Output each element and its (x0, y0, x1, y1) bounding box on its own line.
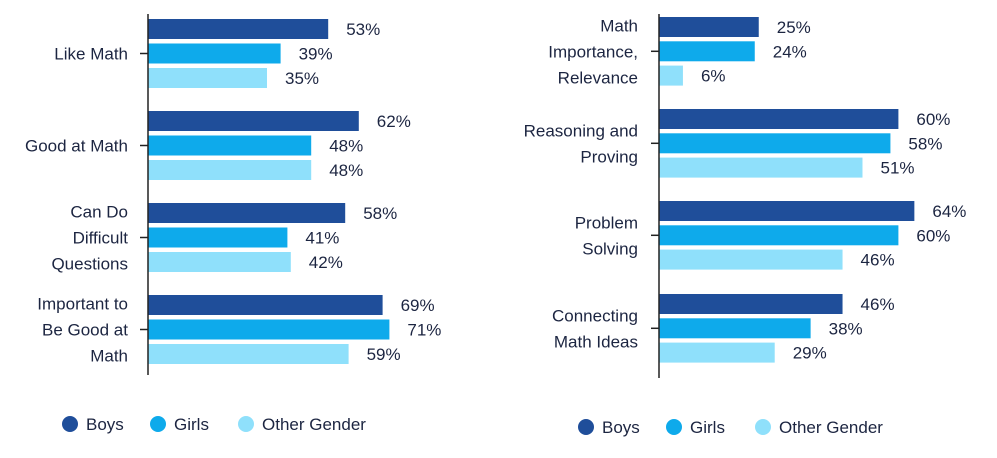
category-label-line: Questions (51, 255, 128, 274)
category-label-line: Be Good at (42, 321, 128, 340)
category-label-line: Important to (37, 295, 128, 314)
category-label-line: Like Math (54, 45, 128, 64)
bar-boys-like-math (148, 19, 329, 39)
bar-girls-math-importance-relevance (659, 41, 755, 62)
legend-label-other-gender: Other Gender (779, 418, 883, 437)
category-label-line: Math Ideas (554, 332, 638, 351)
bar-other-gender-important-to-be-good-at-math (148, 344, 349, 364)
category-label-line: Relevance (558, 68, 638, 87)
value-label-boys-like-math: 53% (346, 20, 380, 39)
legend-label-girls: Girls (174, 415, 209, 434)
value-label-other-gender-can-do-difficult-questions: 42% (309, 253, 343, 272)
bar-other-gender-connecting-math-ideas (659, 342, 775, 363)
legend-swatch-other-gender (755, 419, 771, 435)
legend-label-other-gender: Other Gender (262, 415, 366, 434)
category-label-line: Good at Math (25, 137, 128, 156)
category-label-can-do-difficult-questions: Can Do Difficult Questions (51, 203, 128, 274)
value-label-other-gender-good-at-math: 48% (329, 161, 363, 180)
category-label-line: Difficult (73, 229, 129, 248)
category-label-line: Problem (575, 213, 638, 232)
category-label-line: Math (600, 16, 638, 35)
bar-other-gender-problem-solving (659, 249, 843, 270)
bar-other-gender-reasoning-and-proving (659, 157, 863, 178)
value-label-other-gender-like-math: 35% (285, 69, 319, 88)
bar-boys-connecting-math-ideas (659, 294, 843, 314)
legend-swatch-girls (150, 416, 166, 432)
value-label-other-gender-math-importance-relevance: 6% (701, 67, 726, 86)
legend-swatch-other-gender (238, 416, 254, 432)
bar-boys-reasoning-and-proving (659, 109, 899, 129)
category-label-connecting-math-ideas: Connecting Math Ideas (552, 306, 638, 351)
bar-boys-math-importance-relevance (659, 17, 759, 37)
category-label-math-importance-relevance: Math Importance, Relevance (548, 16, 638, 87)
bar-boys-problem-solving (659, 201, 915, 221)
chart-student-attitudes: 53% 39% 35% Like Math 62% 48% 48% Good at Math 5… (25, 14, 441, 434)
value-label-girls-math-importance-relevance: 24% (773, 42, 807, 61)
bar-girls-like-math (148, 43, 281, 64)
category-label-line: Importance, (548, 42, 638, 61)
bar-girls-reasoning-and-proving (659, 133, 891, 154)
bar-girls-important-to-be-good-at-math (148, 319, 390, 340)
value-label-boys-connecting-math-ideas: 46% (861, 295, 895, 314)
category-label-line: Solving (582, 239, 638, 258)
category-label-problem-solving: Problem Solving (575, 213, 638, 258)
category-label-line: Reasoning and (524, 121, 638, 140)
value-label-boys-problem-solving: 64% (932, 202, 966, 221)
bar-boys-good-at-math (148, 111, 359, 131)
bar-girls-good-at-math (148, 135, 312, 156)
category-label-good-at-math: Good at Math (25, 137, 128, 156)
value-label-girls-can-do-difficult-questions: 41% (305, 229, 339, 248)
category-label-line: Proving (580, 147, 638, 166)
bar-other-gender-like-math (148, 68, 267, 88)
value-label-girls-connecting-math-ideas: 38% (829, 319, 863, 338)
value-label-girls-problem-solving: 60% (916, 226, 950, 245)
legend-label-boys: Boys (86, 415, 124, 434)
legend-label-boys: Boys (602, 418, 640, 437)
category-label-line: Can Do (70, 203, 128, 222)
category-label-reasoning-and-proving: Reasoning and Proving (524, 121, 638, 166)
category-label-line: Math (90, 347, 128, 366)
value-label-other-gender-connecting-math-ideas: 29% (793, 344, 827, 363)
bar-boys-important-to-be-good-at-math (148, 295, 383, 315)
bar-other-gender-good-at-math (148, 160, 312, 180)
value-label-boys-math-importance-relevance: 25% (777, 18, 811, 37)
legend-label-girls: Girls (690, 418, 725, 437)
bar-other-gender-math-importance-relevance (659, 65, 683, 86)
category-label-line: Connecting (552, 306, 638, 325)
value-label-boys-good-at-math: 62% (377, 112, 411, 131)
value-label-girls-important-to-be-good-at-math: 71% (407, 321, 441, 340)
value-label-boys-can-do-difficult-questions: 58% (363, 204, 397, 223)
bar-boys-can-do-difficult-questions (148, 203, 346, 223)
value-label-girls-reasoning-and-proving: 58% (908, 134, 942, 153)
category-label-like-math: Like Math (54, 45, 128, 64)
bar-other-gender-can-do-difficult-questions (148, 252, 291, 272)
value-label-boys-important-to-be-good-at-math: 69% (401, 296, 435, 315)
bar-girls-can-do-difficult-questions (148, 227, 288, 248)
value-label-boys-reasoning-and-proving: 60% (916, 110, 950, 129)
value-label-other-gender-important-to-be-good-at-math: 59% (367, 345, 401, 364)
value-label-girls-good-at-math: 48% (329, 137, 363, 156)
value-label-other-gender-reasoning-and-proving: 51% (880, 159, 914, 178)
chart-math-practices: 25% 24% 6% Math Importance, Relevance 60% 58% 51… (524, 14, 966, 437)
legend-swatch-girls (666, 419, 682, 435)
category-label-important-to-be-good-at-math: Important to Be Good at Math (37, 295, 128, 366)
bar-girls-problem-solving (659, 225, 899, 246)
bar-girls-connecting-math-ideas (659, 318, 811, 339)
value-label-other-gender-problem-solving: 46% (861, 251, 895, 270)
legend-swatch-boys (578, 419, 594, 435)
value-label-girls-like-math: 39% (299, 45, 333, 64)
legend-swatch-boys (62, 416, 78, 432)
